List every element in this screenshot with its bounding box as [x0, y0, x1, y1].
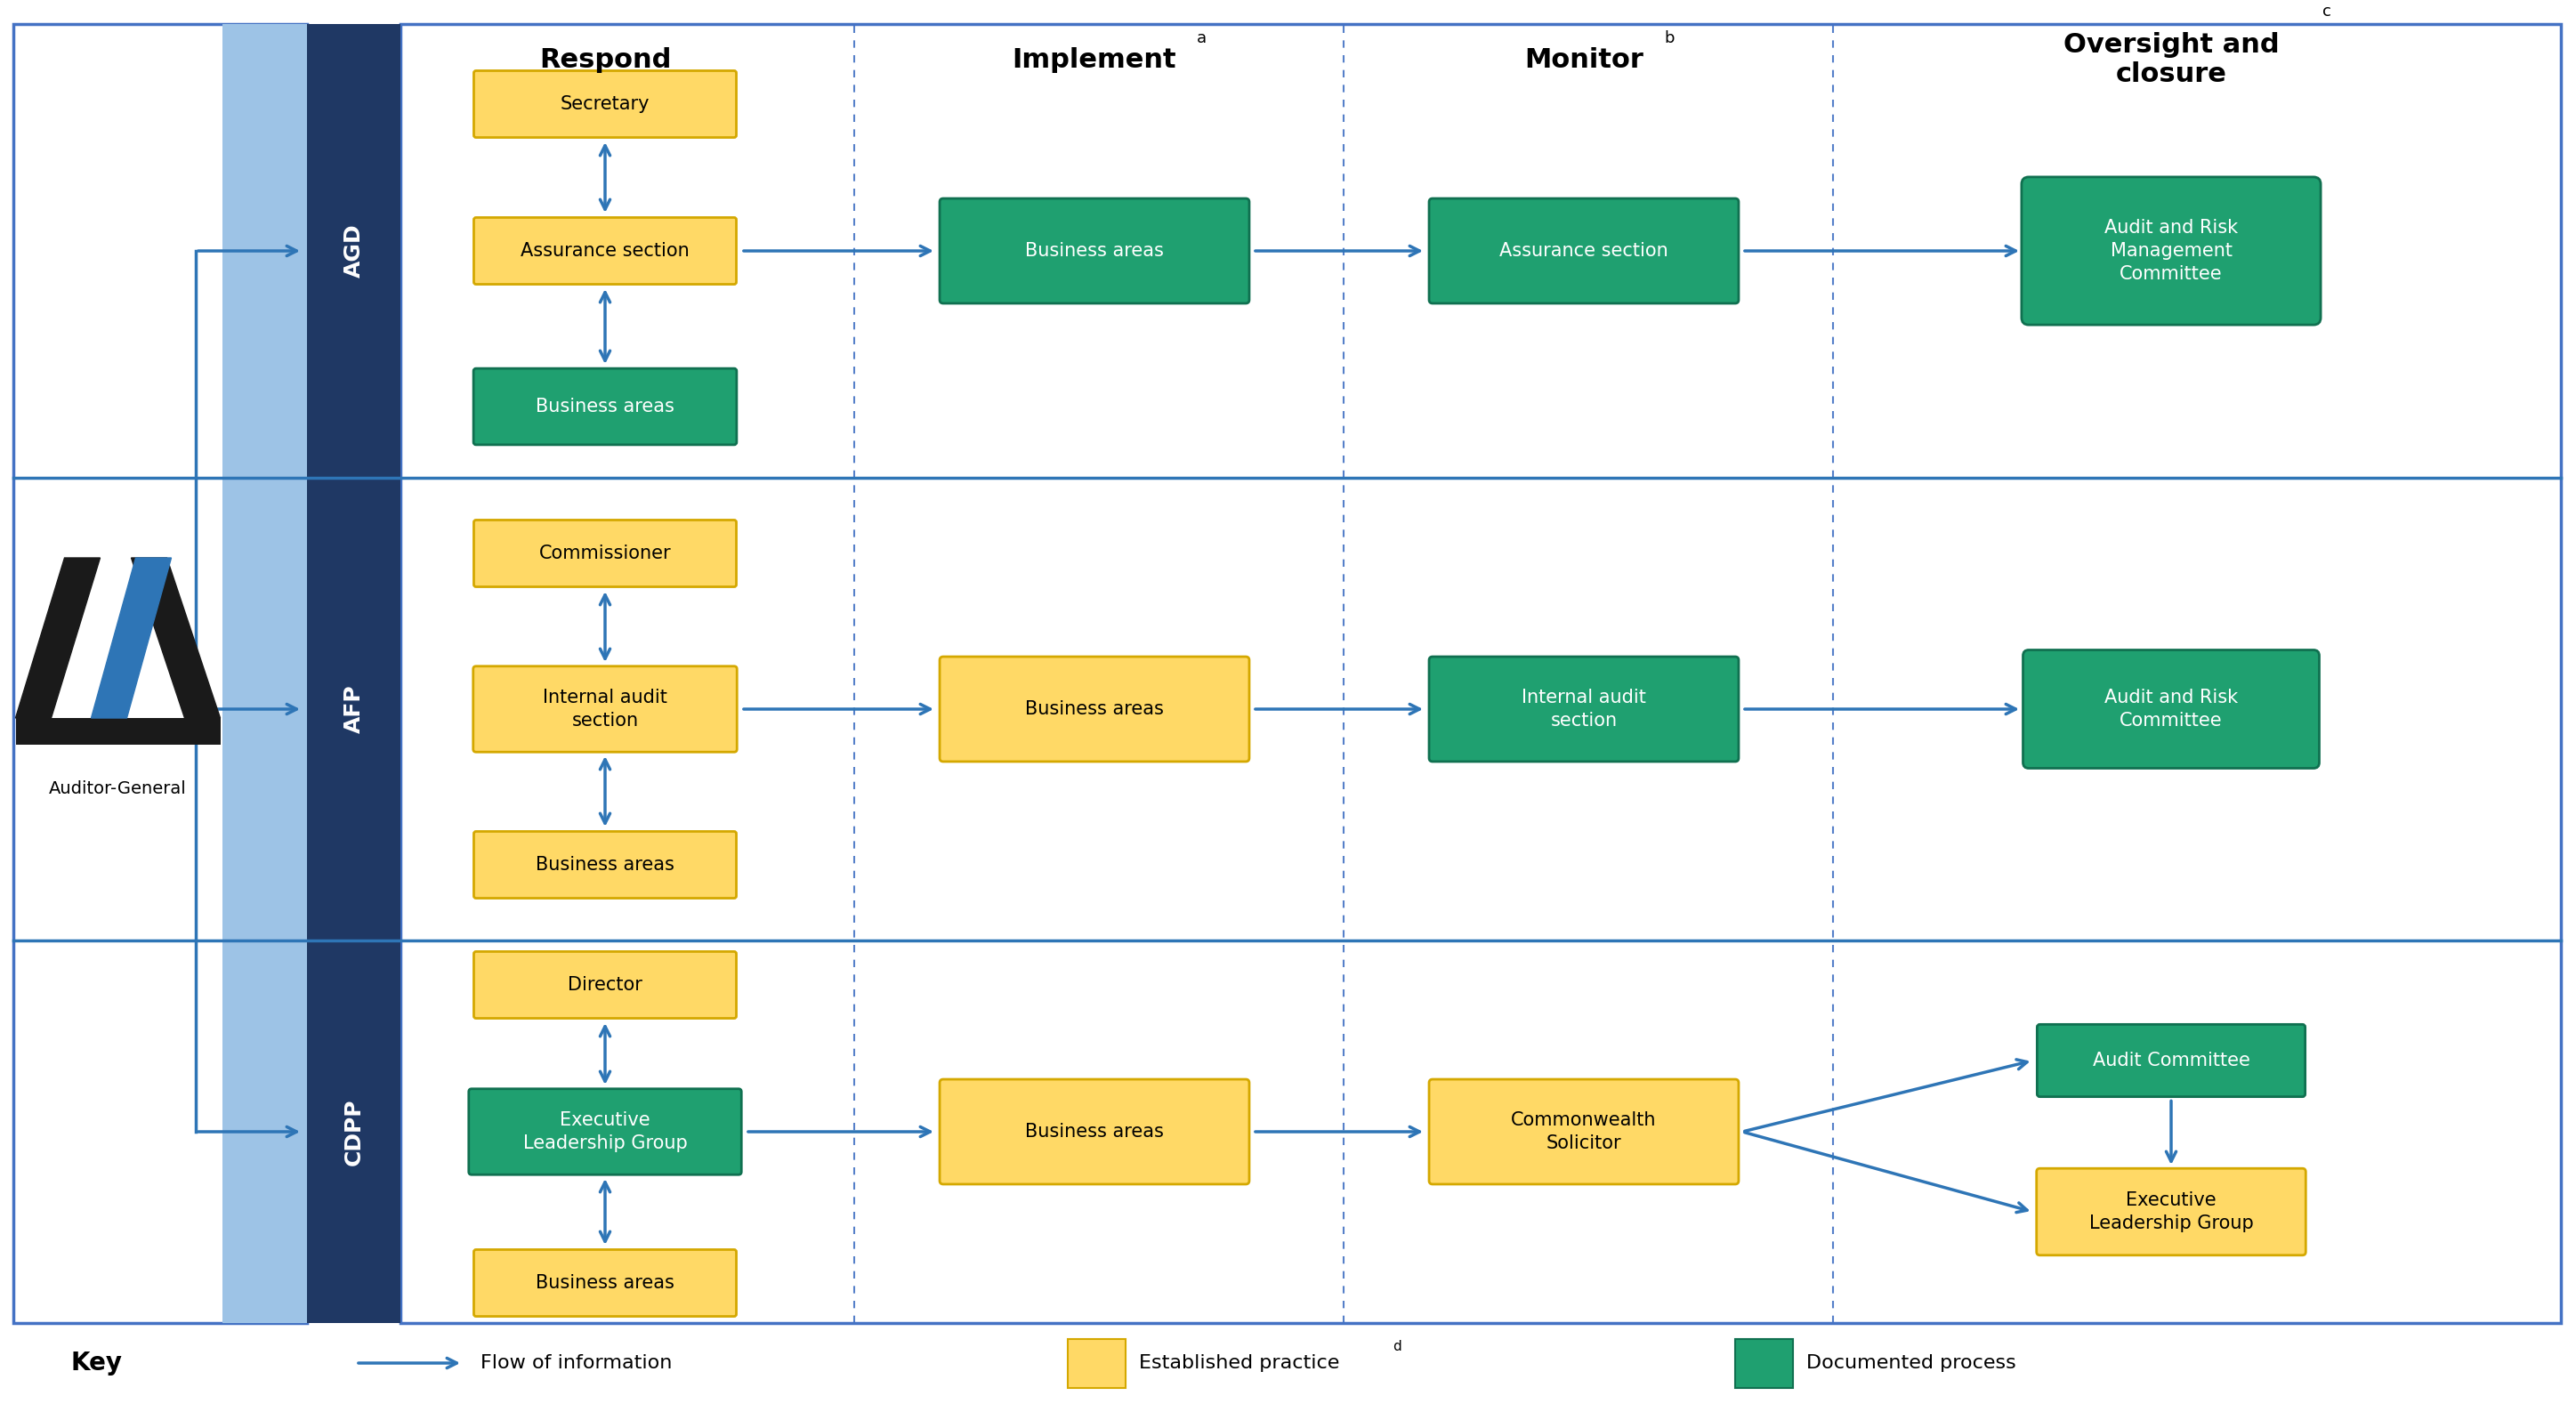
Text: Flow of information: Flow of information	[482, 1354, 672, 1372]
Text: Key: Key	[72, 1351, 124, 1375]
FancyBboxPatch shape	[474, 666, 737, 753]
Text: Internal audit
section: Internal audit section	[1522, 689, 1646, 730]
FancyBboxPatch shape	[1430, 657, 1739, 761]
Text: Audit and Risk
Committee: Audit and Risk Committee	[2105, 689, 2239, 730]
FancyBboxPatch shape	[1069, 1339, 1126, 1388]
FancyBboxPatch shape	[469, 1089, 742, 1175]
Text: Monitor: Monitor	[1525, 47, 1643, 72]
FancyBboxPatch shape	[474, 217, 737, 284]
FancyBboxPatch shape	[474, 1250, 737, 1316]
Text: Assurance section: Assurance section	[1499, 241, 1669, 260]
Text: AGD: AGD	[343, 225, 363, 278]
Text: Secretary: Secretary	[562, 95, 649, 113]
Text: Business areas: Business areas	[536, 856, 675, 874]
Text: Auditor-General: Auditor-General	[49, 781, 185, 798]
Polygon shape	[131, 558, 219, 719]
Bar	[222, 24, 307, 1323]
Polygon shape	[90, 558, 170, 719]
FancyBboxPatch shape	[474, 832, 737, 898]
Text: d: d	[1394, 1340, 1401, 1354]
Text: Implement: Implement	[1012, 47, 1177, 72]
FancyBboxPatch shape	[1430, 199, 1739, 304]
Text: Executive
Leadership Group: Executive Leadership Group	[2089, 1192, 2254, 1233]
FancyBboxPatch shape	[474, 952, 737, 1018]
FancyBboxPatch shape	[474, 369, 737, 445]
Text: Director: Director	[567, 976, 641, 994]
FancyBboxPatch shape	[940, 1079, 1249, 1185]
FancyBboxPatch shape	[2022, 650, 2318, 768]
FancyBboxPatch shape	[1736, 1339, 1793, 1388]
Text: Commonwealth
Solicitor: Commonwealth Solicitor	[1512, 1111, 1656, 1152]
Text: Business areas: Business areas	[1025, 1123, 1164, 1141]
Text: Assurance section: Assurance section	[520, 241, 690, 260]
Text: Respond: Respond	[538, 47, 672, 72]
FancyBboxPatch shape	[940, 199, 1249, 304]
Text: Business areas: Business areas	[536, 1274, 675, 1292]
Text: Documented process: Documented process	[1806, 1354, 2017, 1372]
Text: CDPP: CDPP	[343, 1099, 363, 1165]
Text: AFP: AFP	[343, 685, 363, 733]
Polygon shape	[15, 558, 100, 719]
Text: a: a	[1198, 30, 1206, 47]
Bar	[15, 719, 219, 744]
Text: b: b	[1664, 30, 1674, 47]
FancyBboxPatch shape	[2038, 1168, 2306, 1255]
FancyBboxPatch shape	[2022, 176, 2321, 325]
FancyBboxPatch shape	[474, 71, 737, 137]
Text: Business areas: Business areas	[1025, 700, 1164, 719]
Text: c: c	[2324, 4, 2331, 20]
Bar	[307, 24, 399, 1323]
Text: Audit and Risk
Management
Committee: Audit and Risk Management Committee	[2105, 219, 2239, 282]
Text: Established practice: Established practice	[1139, 1354, 1340, 1372]
Text: Executive
Leadership Group: Executive Leadership Group	[523, 1111, 688, 1152]
FancyBboxPatch shape	[474, 520, 737, 587]
Text: Business areas: Business areas	[536, 398, 675, 415]
FancyBboxPatch shape	[940, 657, 1249, 761]
Text: Business areas: Business areas	[1025, 241, 1164, 260]
FancyBboxPatch shape	[1430, 1079, 1739, 1185]
Text: Audit Committee: Audit Committee	[2092, 1052, 2249, 1069]
FancyBboxPatch shape	[2038, 1024, 2306, 1097]
Text: Commissioner: Commissioner	[538, 545, 672, 562]
Text: Oversight and
closure: Oversight and closure	[2063, 31, 2280, 88]
Text: Internal audit
section: Internal audit section	[544, 689, 667, 730]
